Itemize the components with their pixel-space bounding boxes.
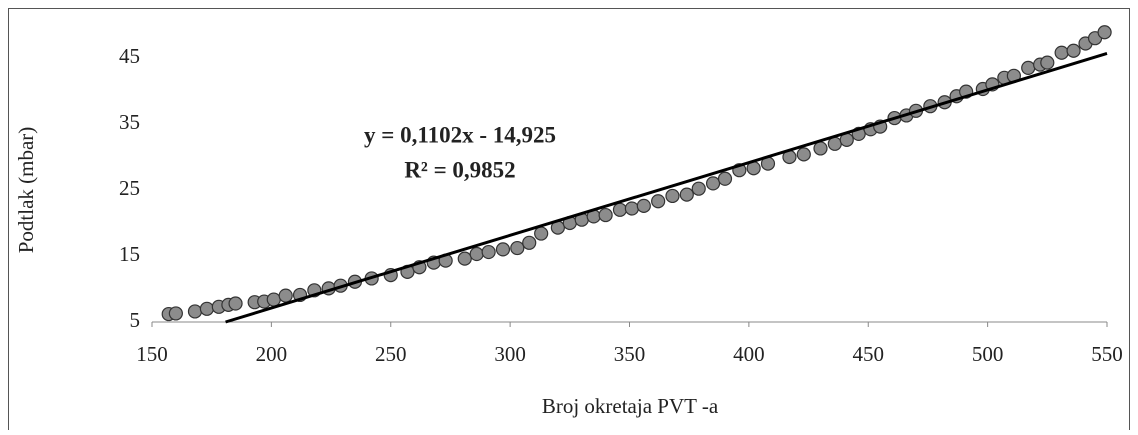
data-point	[266, 292, 281, 307]
data-point	[598, 207, 613, 223]
data-point	[717, 171, 733, 186]
x-tick-label: 250	[375, 342, 407, 366]
y-tick-label: 25	[119, 176, 140, 200]
data-point	[495, 242, 511, 257]
data-point	[705, 176, 721, 191]
data-point	[624, 201, 639, 216]
data-point	[1066, 43, 1081, 58]
y-axis-label: Podtlak (mbar)	[14, 127, 38, 254]
data-point	[228, 296, 243, 311]
x-tick-label: 450	[853, 342, 885, 366]
data-point	[796, 147, 811, 162]
data-point	[813, 141, 828, 156]
data-point	[665, 188, 680, 204]
data-point	[1040, 55, 1055, 70]
data-point	[691, 181, 706, 196]
data-point	[636, 198, 651, 213]
x-tick-label: 400	[733, 342, 765, 366]
chart-border	[8, 8, 1130, 435]
y-tick-label: 35	[119, 110, 140, 134]
data-point	[1097, 25, 1112, 40]
data-point	[469, 246, 484, 262]
data-point	[187, 304, 203, 319]
y-tick-label: 15	[119, 242, 140, 266]
data-point	[1054, 45, 1069, 60]
y-tick-label: 45	[119, 44, 140, 68]
x-tick-label: 300	[494, 342, 526, 366]
data-point	[278, 288, 293, 303]
data-point	[1021, 60, 1036, 76]
y-tick-label: 5	[130, 308, 141, 332]
data-point	[612, 202, 628, 217]
x-tick-label: 550	[1091, 342, 1123, 366]
x-tick-label: 200	[256, 342, 288, 366]
data-point	[168, 306, 183, 321]
data-point	[199, 301, 215, 316]
data-point	[481, 244, 496, 260]
x-tick-label: 500	[972, 342, 1004, 366]
data-point	[457, 251, 472, 266]
x-axis-label: Broj okretaja PVT -a	[542, 394, 719, 418]
trendline-equation: y = 0,1102x - 14,925	[364, 122, 556, 147]
trendline-r2: R² = 0,9852	[404, 157, 515, 182]
x-tick-label: 150	[136, 342, 168, 366]
data-point	[651, 194, 666, 209]
data-point	[534, 226, 549, 241]
data-point	[510, 240, 525, 256]
data-point	[679, 187, 694, 202]
x-tick-label: 350	[614, 342, 646, 366]
trendline	[225, 52, 1108, 324]
data-point	[522, 235, 537, 250]
